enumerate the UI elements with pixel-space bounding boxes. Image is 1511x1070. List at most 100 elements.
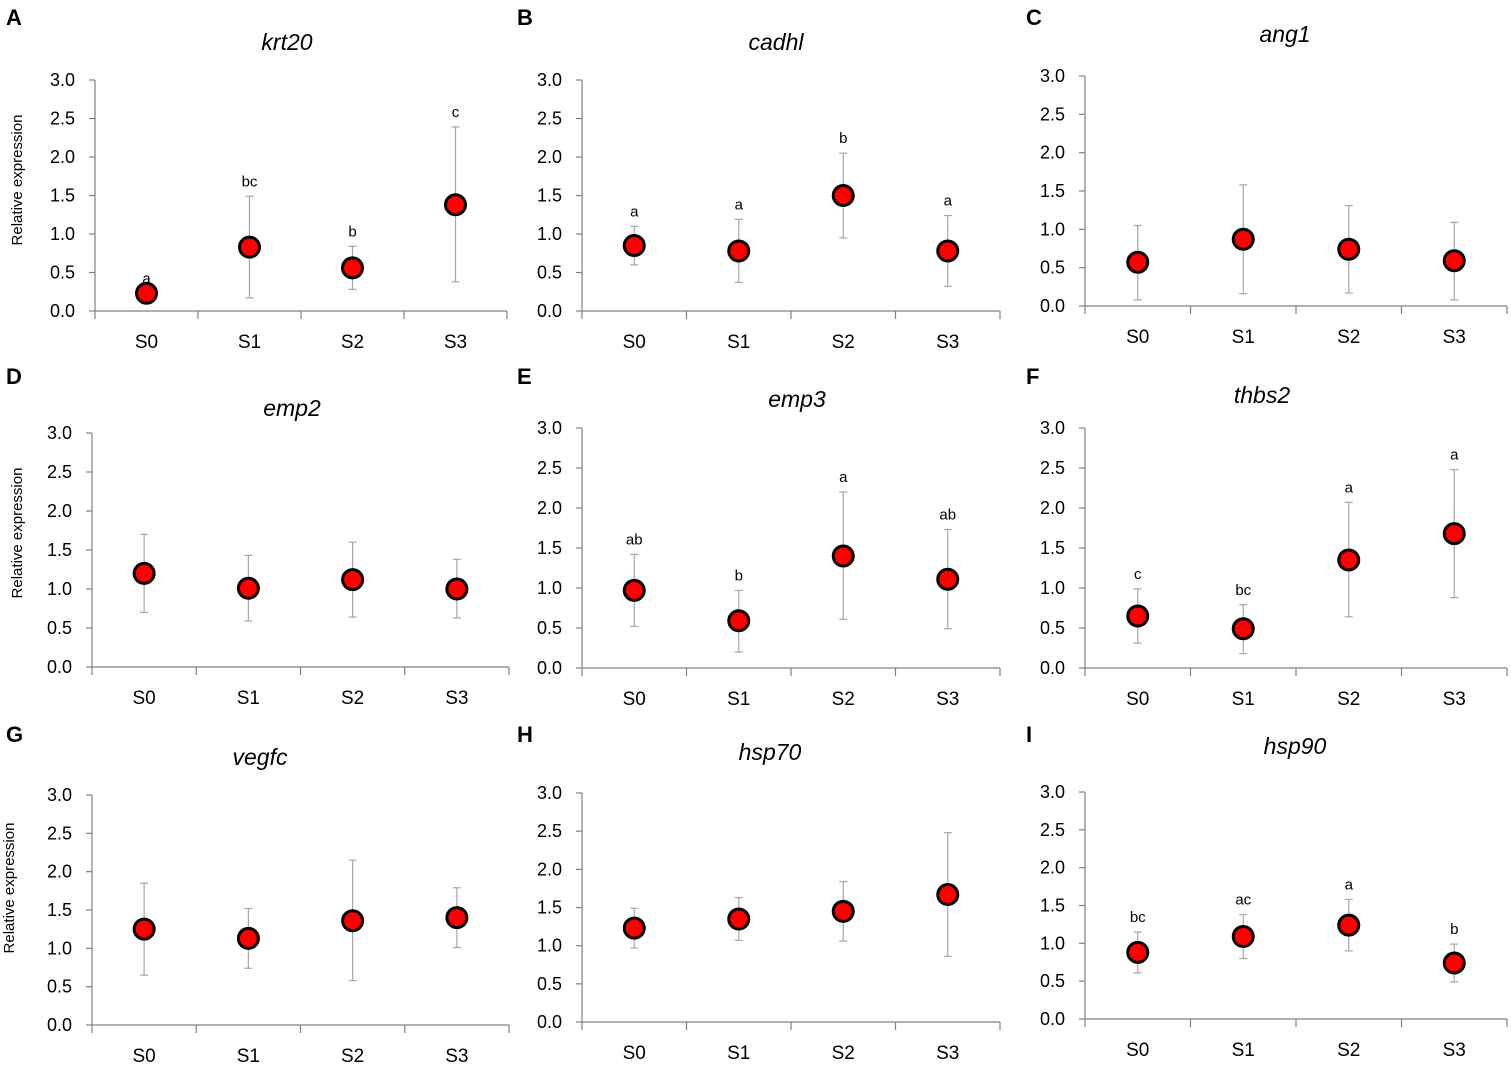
y-axis-label: Relative expression (9, 468, 26, 599)
y-tick-label: 2.5 (1040, 458, 1065, 478)
significance-label: a (1345, 479, 1354, 496)
data-point (936, 567, 960, 591)
x-tick-label: S0 (133, 688, 156, 709)
y-tick-label: 3.0 (537, 70, 562, 90)
y-tick-label: 1.5 (537, 538, 562, 558)
data-point (622, 234, 646, 258)
y-tick-label: 1.5 (50, 186, 75, 206)
chart-title: emp2 (263, 395, 321, 421)
data-point (238, 235, 261, 259)
panel-letter: E (517, 364, 532, 389)
y-tick-label: 2.5 (47, 462, 72, 482)
x-tick-label: S2 (832, 332, 855, 353)
data-point (1126, 604, 1150, 628)
panel-letter: F (1026, 364, 1039, 389)
y-tick-label: 0.5 (1040, 258, 1065, 278)
chart-title: cadhl (749, 29, 805, 55)
x-tick-label: S3 (936, 332, 959, 353)
x-tick-label: S3 (1443, 1040, 1466, 1061)
significance-label: bc (1130, 909, 1146, 926)
chart-title: krt20 (261, 29, 312, 55)
y-tick-label: 1.0 (537, 224, 562, 244)
x-tick-label: S3 (445, 688, 468, 709)
panel-letter: B (517, 5, 533, 30)
significance-label: a (735, 196, 744, 213)
significance-label: a (1450, 447, 1459, 464)
x-tick-label: S1 (238, 332, 261, 353)
panel-letter: G (6, 722, 23, 747)
chart-title: hsp70 (739, 739, 802, 765)
data-point (1337, 548, 1361, 572)
y-tick-label: 0.0 (47, 657, 72, 677)
y-tick-label: 0.0 (1040, 1009, 1065, 1029)
chart-title: emp3 (768, 386, 826, 412)
significance-label: a (630, 203, 639, 220)
y-tick-label: 1.0 (537, 936, 562, 956)
y-tick-label: 0.0 (1040, 296, 1065, 316)
y-tick-label: 1.0 (47, 579, 72, 599)
y-tick-label: 2.0 (1040, 498, 1065, 518)
y-tick-label: 1.0 (1040, 578, 1065, 598)
chart-title: ang1 (1259, 21, 1310, 47)
data-point (132, 917, 156, 941)
panel-letter: I (1026, 722, 1032, 747)
y-tick-label: 0.5 (537, 974, 562, 994)
significance-label: c (1134, 566, 1142, 583)
x-tick-label: S0 (1126, 327, 1149, 348)
significance-label: a (1345, 876, 1354, 893)
y-tick-label: 1.5 (47, 900, 72, 920)
x-tick-label: S0 (1126, 689, 1149, 710)
y-tick-label: 2.5 (537, 821, 562, 841)
y-tick-label: 1.5 (47, 540, 72, 560)
y-tick-label: 3.0 (47, 785, 72, 805)
x-tick-label: S0 (133, 1046, 156, 1065)
y-tick-label: 1.5 (537, 186, 562, 206)
significance-label: bc (1235, 582, 1251, 599)
x-tick-label: S3 (1443, 689, 1466, 710)
x-tick-label: S0 (1126, 1040, 1149, 1061)
panel-letter: H (517, 722, 533, 747)
panel-letter: C (1026, 5, 1042, 30)
chart-title: vegfc (233, 744, 288, 770)
significance-label: ac (1235, 892, 1251, 909)
x-tick-label: S1 (1232, 327, 1255, 348)
y-tick-label: 0.0 (47, 1015, 72, 1035)
x-tick-label: S0 (623, 332, 646, 353)
x-tick-label: S1 (1232, 1040, 1255, 1061)
y-tick-label: 2.5 (537, 458, 562, 478)
panel-letter: A (6, 5, 22, 30)
y-tick-label: 2.0 (1040, 858, 1065, 878)
y-tick-label: 0.0 (537, 658, 562, 678)
x-tick-label: S1 (1232, 689, 1255, 710)
y-tick-label: 1.0 (1040, 219, 1065, 239)
chart-title: hsp90 (1264, 733, 1327, 759)
y-tick-label: 1.5 (537, 898, 562, 918)
data-point (341, 256, 364, 280)
y-tick-label: 0.5 (47, 977, 72, 997)
data-point (936, 239, 960, 263)
y-tick-label: 3.0 (537, 418, 562, 438)
x-tick-label: S1 (237, 688, 260, 709)
data-point (1231, 925, 1255, 949)
y-tick-label: 1.0 (537, 578, 562, 598)
x-tick-label: S2 (1337, 1040, 1360, 1061)
data-point (622, 916, 646, 940)
x-tick-label: S2 (341, 332, 364, 353)
y-tick-label: 3.0 (50, 70, 75, 90)
y-axis-label: Relative expression (1, 823, 18, 954)
x-tick-label: S0 (623, 1043, 646, 1064)
y-tick-label: 2.5 (47, 823, 72, 843)
data-point (727, 609, 751, 633)
y-tick-label: 1.0 (47, 938, 72, 958)
data-point (132, 561, 156, 585)
significance-label: b (735, 567, 743, 584)
significance-label: c (452, 104, 460, 121)
